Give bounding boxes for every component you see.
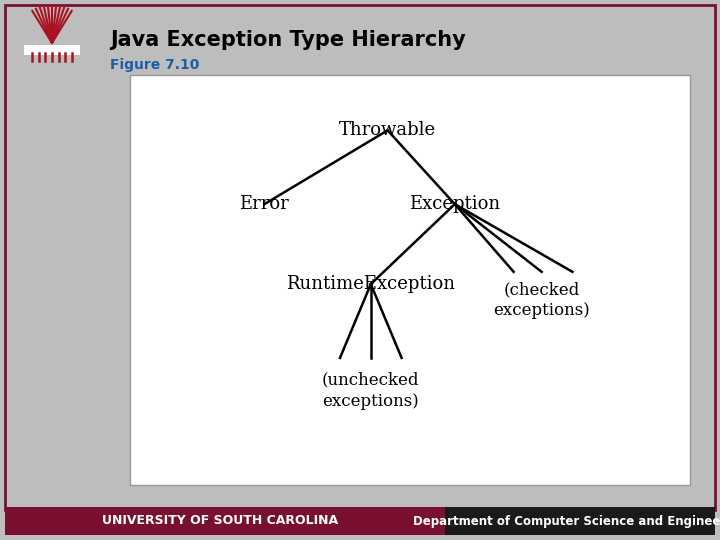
Bar [445, 507, 715, 535]
Bar [24, 45, 80, 55]
Text: RuntimeException: RuntimeException [287, 275, 455, 293]
Text: Figure 7.10: Figure 7.10 [110, 58, 199, 72]
Text: Error: Error [240, 195, 289, 213]
Text: (checked
exceptions): (checked exceptions) [493, 281, 590, 320]
Bar [5, 507, 445, 535]
Text: UNIVERSITY OF SOUTH CAROLINA: UNIVERSITY OF SOUTH CAROLINA [102, 515, 338, 528]
Text: Exception: Exception [409, 195, 500, 213]
Text: Java Exception Type Hierarchy: Java Exception Type Hierarchy [110, 30, 466, 50]
Text: Department of Computer Science and Engineering: Department of Computer Science and Engin… [413, 515, 720, 528]
Bar [130, 75, 690, 485]
Text: Throwable: Throwable [339, 122, 436, 139]
Text: (unchecked
exceptions): (unchecked exceptions) [322, 372, 420, 410]
